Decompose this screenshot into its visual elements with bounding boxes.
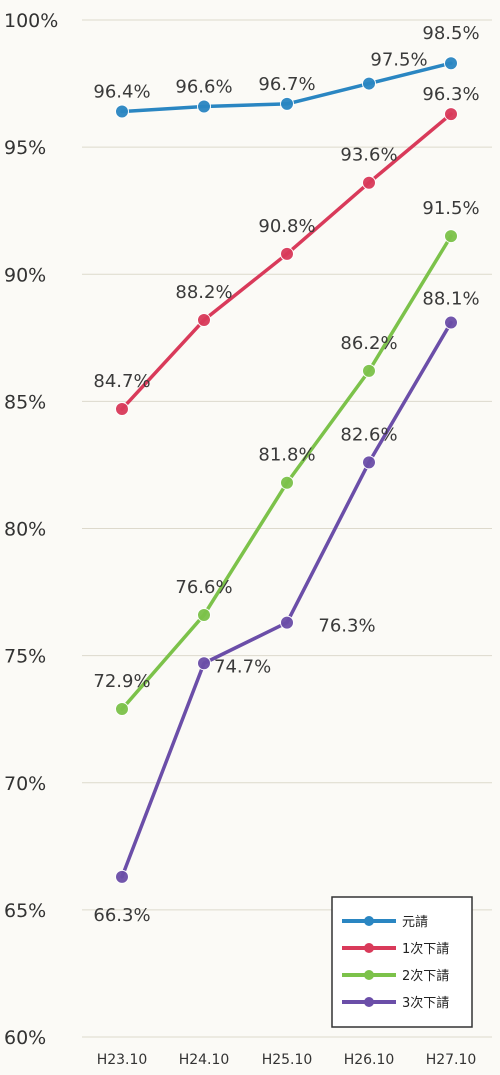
legend-label: 1次下請 [402,941,449,957]
data-point [115,104,129,119]
y-axis-ticks: 60% 65% 70% 75% 80% 85% 90% 95% 100% [4,10,58,1049]
x-tick-label: H24.10 [179,1052,230,1068]
legend-swatch-marker [364,943,374,953]
legend-label: 3次下請 [402,995,449,1011]
x-axis-ticks: H23.10 H24.10 H25.10 H26.10 H27.10 [97,1052,477,1068]
series-lines [115,56,458,884]
data-label: 97.5% [370,50,427,71]
data-label: 82.6% [340,424,397,445]
data-point [115,702,129,717]
data-point [115,402,129,417]
data-label: 86.2% [340,333,397,354]
data-label: 96.3% [422,84,479,105]
data-point [444,229,458,244]
y-tick-label: 90% [4,264,46,286]
data-point [197,313,211,328]
data-label: 90.8% [258,216,315,237]
legend-swatch-marker [364,970,374,980]
legend: 元請 1次下請 2次下請 3次下請 [331,896,473,1028]
data-label: 76.6% [175,577,232,598]
data-label: 88.1% [422,289,479,310]
y-tick-label: 70% [4,773,46,795]
data-point [280,475,294,490]
data-label: 96.4% [93,82,150,103]
data-label: 96.7% [258,74,315,95]
y-tick-label: 95% [4,137,46,159]
data-point [280,246,294,261]
y-tick-label: 60% [4,1027,46,1049]
data-point [362,175,376,190]
data-point [444,107,458,122]
series-line [120,112,453,411]
data-point [197,656,211,671]
data-label: 66.3% [93,905,150,926]
y-tick-label: 85% [4,391,46,413]
legend-label: 元請 [402,915,428,930]
legend-label: 2次下請 [402,968,449,984]
data-label: 72.9% [93,671,150,692]
data-point [362,76,376,91]
data-labels: 96.4% 96.6% 96.7% 97.5% 98.5% 84.7% 88.2% 90.8%… [93,23,479,926]
y-tick-label: 80% [4,519,46,541]
data-label: 74.7% [214,656,271,677]
data-point [444,315,458,330]
data-point [280,96,294,111]
data-label: 93.6% [340,145,397,166]
series-line [120,234,453,711]
legend-swatch-marker [364,916,374,926]
y-tick-label: 100% [4,10,58,32]
y-tick-label: 75% [4,646,46,668]
data-point [362,455,376,470]
data-point [362,363,376,378]
gridlines [82,19,492,1038]
series-line [120,320,453,879]
data-point [197,99,211,114]
data-label: 81.8% [258,445,315,466]
legend-swatch-marker [364,997,374,1007]
x-tick-label: H26.10 [344,1052,395,1068]
data-point [444,56,458,71]
x-tick-label: H25.10 [262,1052,313,1068]
x-tick-label: H27.10 [426,1052,477,1068]
y-tick-label: 65% [4,900,46,922]
x-tick-label: H23.10 [97,1052,148,1068]
data-label: 96.6% [175,76,232,97]
data-label: 88.2% [175,282,232,303]
data-label: 84.7% [93,371,150,392]
data-point [115,869,129,884]
data-label: 91.5% [422,198,479,219]
data-point [197,607,211,622]
legend-box [331,896,473,1028]
data-label: 76.3% [318,616,375,637]
data-point [280,615,294,630]
data-label: 98.5% [422,23,479,44]
